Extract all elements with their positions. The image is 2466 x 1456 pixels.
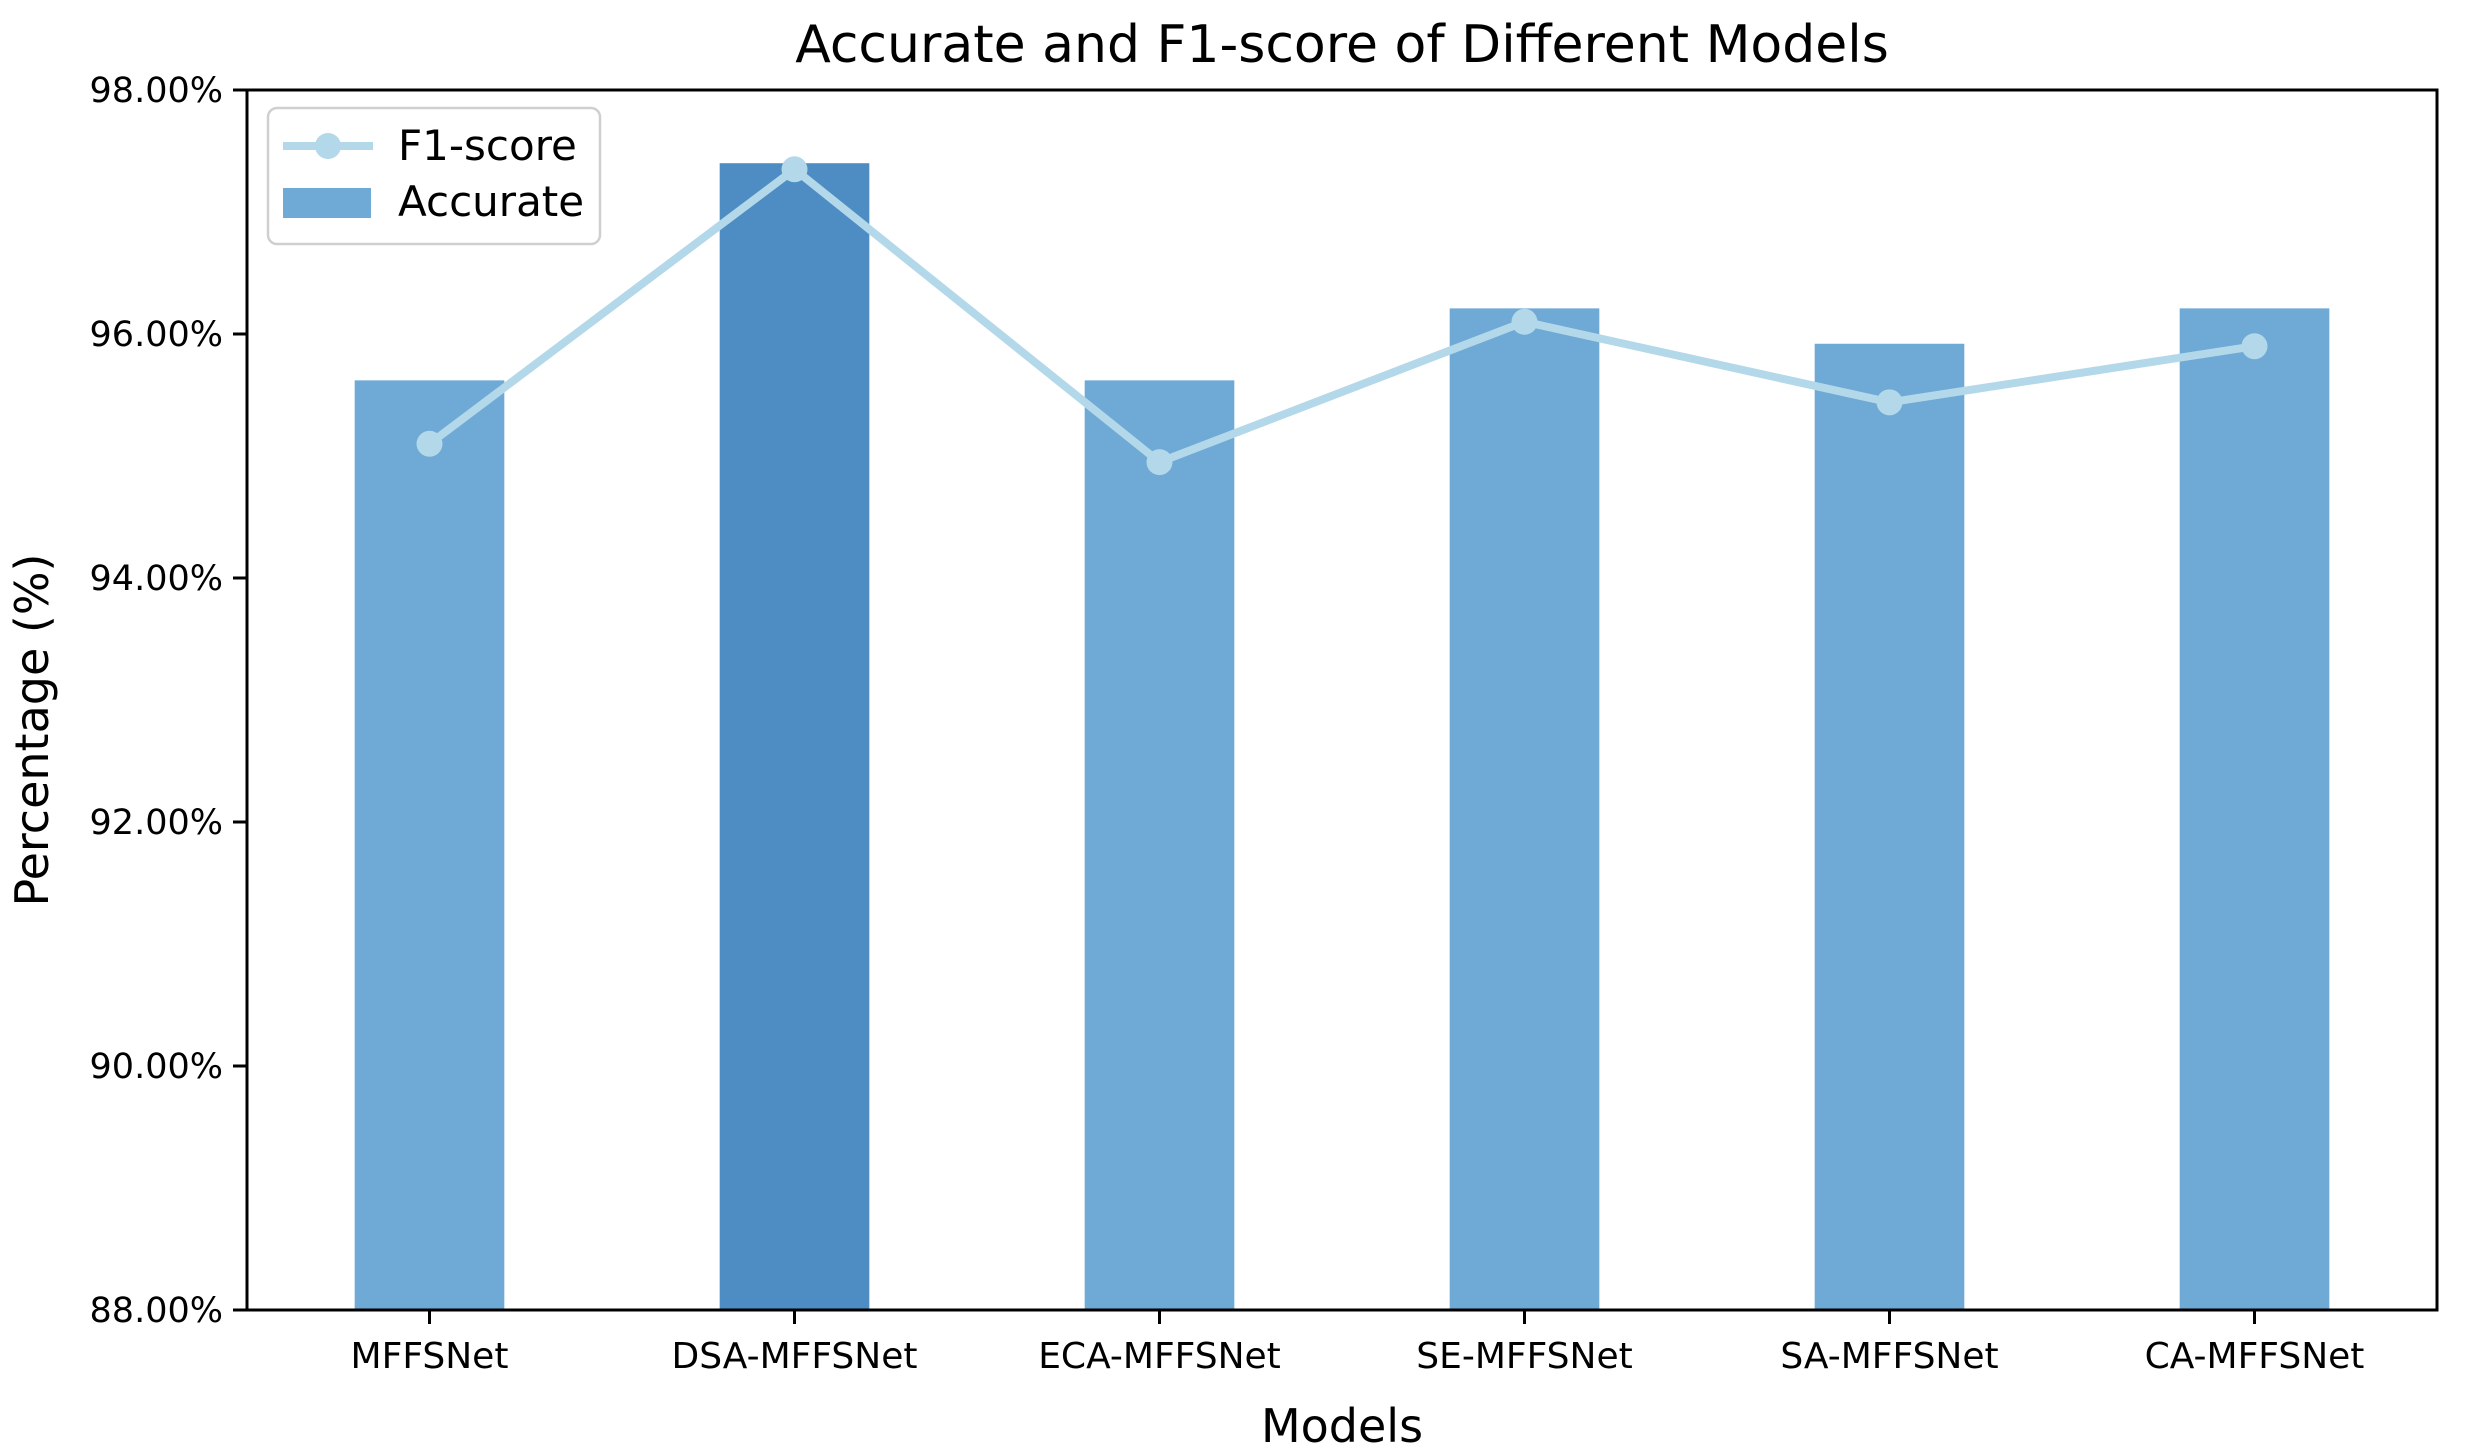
f1-marker-mffsnet bbox=[416, 430, 443, 457]
f1-marker-eca-mffsnet bbox=[1146, 449, 1173, 476]
y-tick-label: 96.00% bbox=[90, 315, 223, 355]
legend-accurate-swatch bbox=[283, 188, 371, 218]
bar-se-mffsnet bbox=[1449, 308, 1600, 1310]
f1-marker-ca-mffsnet bbox=[2241, 333, 2268, 360]
y-tick-label: 98.00% bbox=[90, 71, 223, 111]
y-tick-label: 88.00% bbox=[90, 1291, 223, 1331]
x-axis-label: Models bbox=[1261, 1399, 1423, 1452]
x-tick-label-ca-mffsnet: CA-MFFSNet bbox=[2145, 1336, 2365, 1377]
x-tick-label-eca-mffsnet: ECA-MFFSNet bbox=[1038, 1336, 1281, 1377]
f1-marker-se-mffsnet bbox=[1511, 308, 1538, 335]
x-tick-label-se-mffsnet: SE-MFFSNet bbox=[1416, 1336, 1632, 1377]
y-axis-label: Percentage (%) bbox=[5, 554, 59, 907]
legend-f1-label: F1-score bbox=[398, 121, 577, 170]
bar-mffsnet bbox=[354, 380, 505, 1310]
f1-line bbox=[427, 165, 2256, 467]
legend-accurate-label: Accurate bbox=[398, 177, 584, 226]
y-tick-label: 90.00% bbox=[90, 1047, 223, 1087]
f1-marker-sa-mffsnet bbox=[1876, 389, 1903, 416]
x-tick-label-sa-mffsnet: SA-MFFSNet bbox=[1780, 1336, 1998, 1377]
plot-border bbox=[245, 88, 2439, 1312]
bar-dsa-mffsnet bbox=[719, 163, 870, 1311]
bar-ca-mffsnet bbox=[2179, 308, 2330, 1310]
legend-f1-marker-icon bbox=[315, 133, 341, 159]
chart-title: Accurate and F1-score of Different Model… bbox=[795, 15, 1889, 75]
axis-ticks-group: 98.00% 96.00% 94.00% 92.00% 90.00% 88.00% MFFS… bbox=[90, 71, 2365, 1377]
x-tick-label-mffsnet: MFFSNet bbox=[351, 1336, 509, 1377]
legend: F1-score Accurate bbox=[266, 106, 602, 246]
bar-series-group bbox=[354, 163, 2330, 1311]
y-tick-label: 94.00% bbox=[90, 559, 223, 599]
line-series-group bbox=[416, 156, 2268, 476]
y-tick-label: 92.00% bbox=[90, 803, 223, 843]
x-tick-label-dsa-mffsnet: DSA-MFFSNet bbox=[672, 1336, 918, 1377]
f1-marker-dsa-mffsnet bbox=[781, 156, 808, 183]
bar-eca-mffsnet bbox=[1084, 380, 1235, 1310]
bar-sa-mffsnet bbox=[1814, 343, 1965, 1310]
